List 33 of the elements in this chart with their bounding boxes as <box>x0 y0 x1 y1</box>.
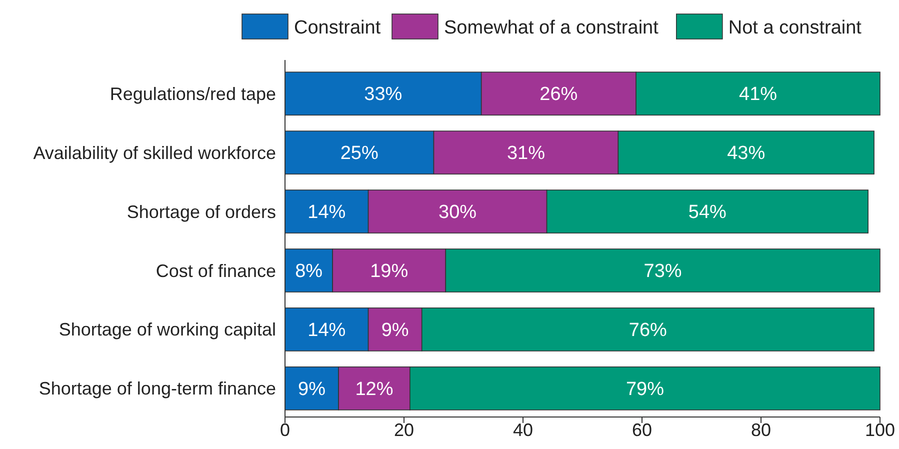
legend-label: Somewhat of a constraint <box>444 18 660 39</box>
y-tick-label: Shortage of working capital <box>58 320 276 340</box>
data-label: 12% <box>355 379 394 400</box>
data-label: 41% <box>739 84 778 106</box>
data-label: 25% <box>340 143 378 164</box>
y-tick-label: Shortage of orders <box>126 202 276 222</box>
data-label: 9% <box>381 320 409 342</box>
data-label: 54% <box>688 202 727 224</box>
data-label: 26% <box>540 84 578 106</box>
data-label: 79% <box>626 379 664 400</box>
data-label: 9% <box>298 379 326 400</box>
data-label: 31% <box>506 143 546 164</box>
x-tick-label: 100 <box>864 420 896 440</box>
data-label: 8% <box>295 261 323 282</box>
data-label: 76% <box>628 320 668 342</box>
data-label: 30% <box>438 202 477 224</box>
data-label: 14% <box>308 320 346 342</box>
data-label: 43% <box>727 143 766 164</box>
x-tick-label: 20 <box>394 420 414 440</box>
y-tick-label: Shortage of long-term finance <box>38 378 276 399</box>
x-tick-label: 0 <box>280 420 290 440</box>
data-label: 19% <box>370 261 408 282</box>
legend-label: Constraint <box>294 18 382 39</box>
legend-label: Not a constraint <box>728 18 862 39</box>
y-tick-label: Availability of skilled workforce <box>33 142 276 163</box>
y-tick-label: Regulations/red tape <box>110 84 276 104</box>
x-tick-label: 40 <box>512 420 534 440</box>
x-tick-label: 80 <box>750 420 772 440</box>
y-tick-label: Cost of finance <box>156 260 276 281</box>
data-label: 73% <box>644 261 682 282</box>
data-label: 33% <box>364 84 402 106</box>
x-tick-label: 60 <box>632 420 652 440</box>
data-label: 14% <box>308 202 346 224</box>
